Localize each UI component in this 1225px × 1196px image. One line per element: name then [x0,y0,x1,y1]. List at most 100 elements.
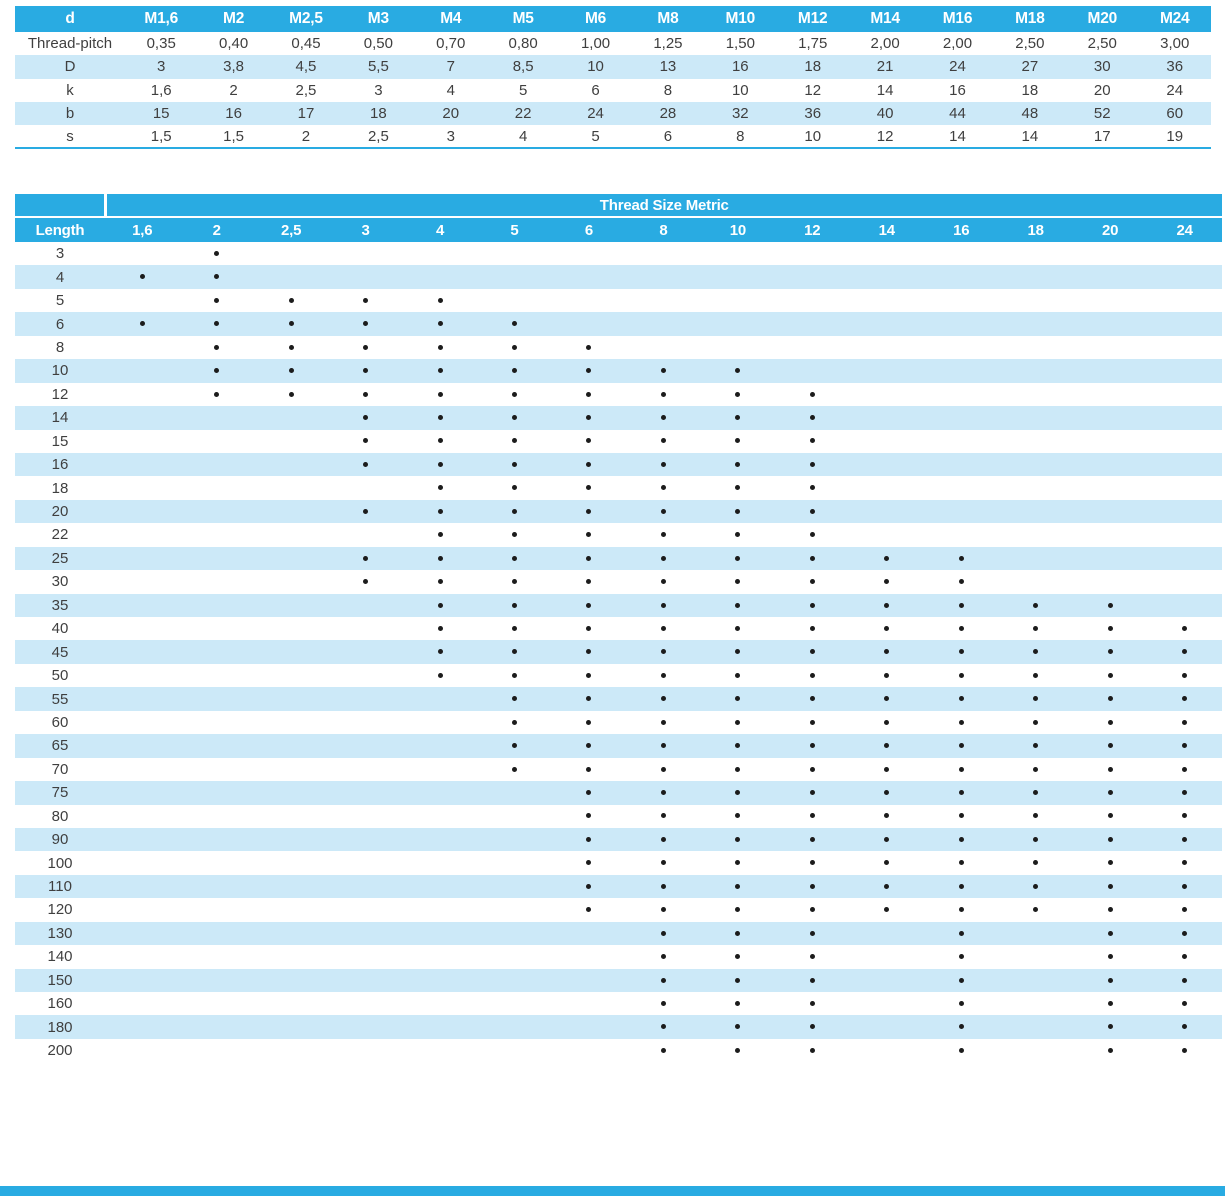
dims-value-cell: 1,5 [223,127,245,145]
dims-value-cell: 4 [446,81,455,99]
availability-cell [1073,500,1147,523]
dims-value-cell: 16 [225,105,242,123]
dimensions-header-row: d M1,6 M2 M2,5 M3 M4 M5 M6 M8 M10 M12 M14 M16 M18 M20 M… [15,6,1211,32]
availability-dot [1182,907,1188,913]
availability-cell [403,476,477,499]
availability-dot [586,555,592,561]
availability-dot [586,461,592,467]
availability-cell [998,430,1072,453]
availability-cell [403,875,477,898]
dims-value-cell: 2,50 [1015,35,1045,53]
availability-dot [1107,883,1113,889]
availability-dot [884,790,890,796]
availability-cell [701,640,775,663]
availability-cell [552,664,626,687]
availability-dot [437,485,443,491]
availability-cell [775,945,849,968]
availability-cell [552,734,626,757]
availability-cell [179,734,253,757]
availability-cell [924,430,998,453]
availability-dot [735,813,741,819]
availability-cell [775,430,849,453]
availability-cell [998,476,1072,499]
availability-dot [288,321,294,327]
availability-cell [626,734,700,757]
dims-row: Thread-pitch 0,35 0,40 0,45 0,50 0,70 0,80 1,00… [15,32,1211,55]
availability-cell [477,851,551,874]
dims-col-header: M2 [197,6,270,32]
availability-cell [701,383,775,406]
size-col-header: 4 [402,217,478,242]
length-header: Length [15,217,105,242]
availability-cell [998,922,1072,945]
availability-cell [924,711,998,734]
availability-dot [809,625,815,631]
length-cell: 14 [51,409,69,427]
availability-cell [328,1015,402,1038]
availability-row: 18 [15,476,1222,499]
availability-cell [924,828,998,851]
availability-cell [254,828,328,851]
availability-dot [958,907,964,913]
availability-cell [775,547,849,570]
availability-cell [403,945,477,968]
dims-value-cell: 17 [297,105,315,123]
availability-cell [328,851,402,874]
availability-cell [403,430,477,453]
availability-cell [403,289,477,312]
dims-col-header: M14 [848,6,922,32]
availability-cell [254,430,328,453]
availability-cell [477,594,551,617]
size-col-header: 2,5 [253,217,329,242]
availability-cell [403,969,477,992]
availability-dot [660,883,666,889]
availability-dot [1182,696,1188,702]
availability-dot [958,672,964,678]
availability-cell [179,664,253,687]
availability-dot [735,719,741,725]
availability-cell [850,781,924,804]
availability-cell [701,359,775,382]
availability-dot [511,532,517,538]
availability-cell [105,969,179,992]
availability-cell [850,969,924,992]
availability-dot [660,579,666,585]
availability-dot [809,954,815,960]
availability-cell [254,594,328,617]
length-cell: 12 [51,385,69,403]
availability-dot [1033,813,1039,819]
availability-row: 100 [15,851,1222,874]
availability-cell [403,359,477,382]
availability-row: 6 [15,312,1222,336]
availability-cell [850,617,924,640]
availability-dot [809,930,815,936]
length-cell: 45 [51,643,69,661]
availability-cell [1147,969,1222,992]
availability-cell [477,1015,551,1038]
availability-cell [626,828,700,851]
availability-cell [626,430,700,453]
availability-cell [254,875,328,898]
availability-cell [403,336,477,359]
availability-cell [1147,359,1222,382]
availability-cell [477,453,551,476]
availability-cell [924,734,998,757]
availability-dot [586,860,592,866]
availability-cell [552,617,626,640]
availability-cell [924,898,998,921]
dims-row-label: s [66,127,74,145]
availability-dot [660,977,666,983]
availability-cell [105,781,179,804]
availability-dot [809,485,815,491]
availability-dot [1182,813,1188,819]
availability-dot [511,602,517,608]
availability-cell [105,547,179,570]
availability-cell [850,594,924,617]
availability-cell [403,758,477,781]
availability-dot [884,883,890,889]
availability-cell [1147,570,1222,593]
dims-value-cell: 0,70 [436,35,466,53]
availability-cell [924,594,998,617]
availability-cell [1073,898,1147,921]
availability-cell [477,922,551,945]
